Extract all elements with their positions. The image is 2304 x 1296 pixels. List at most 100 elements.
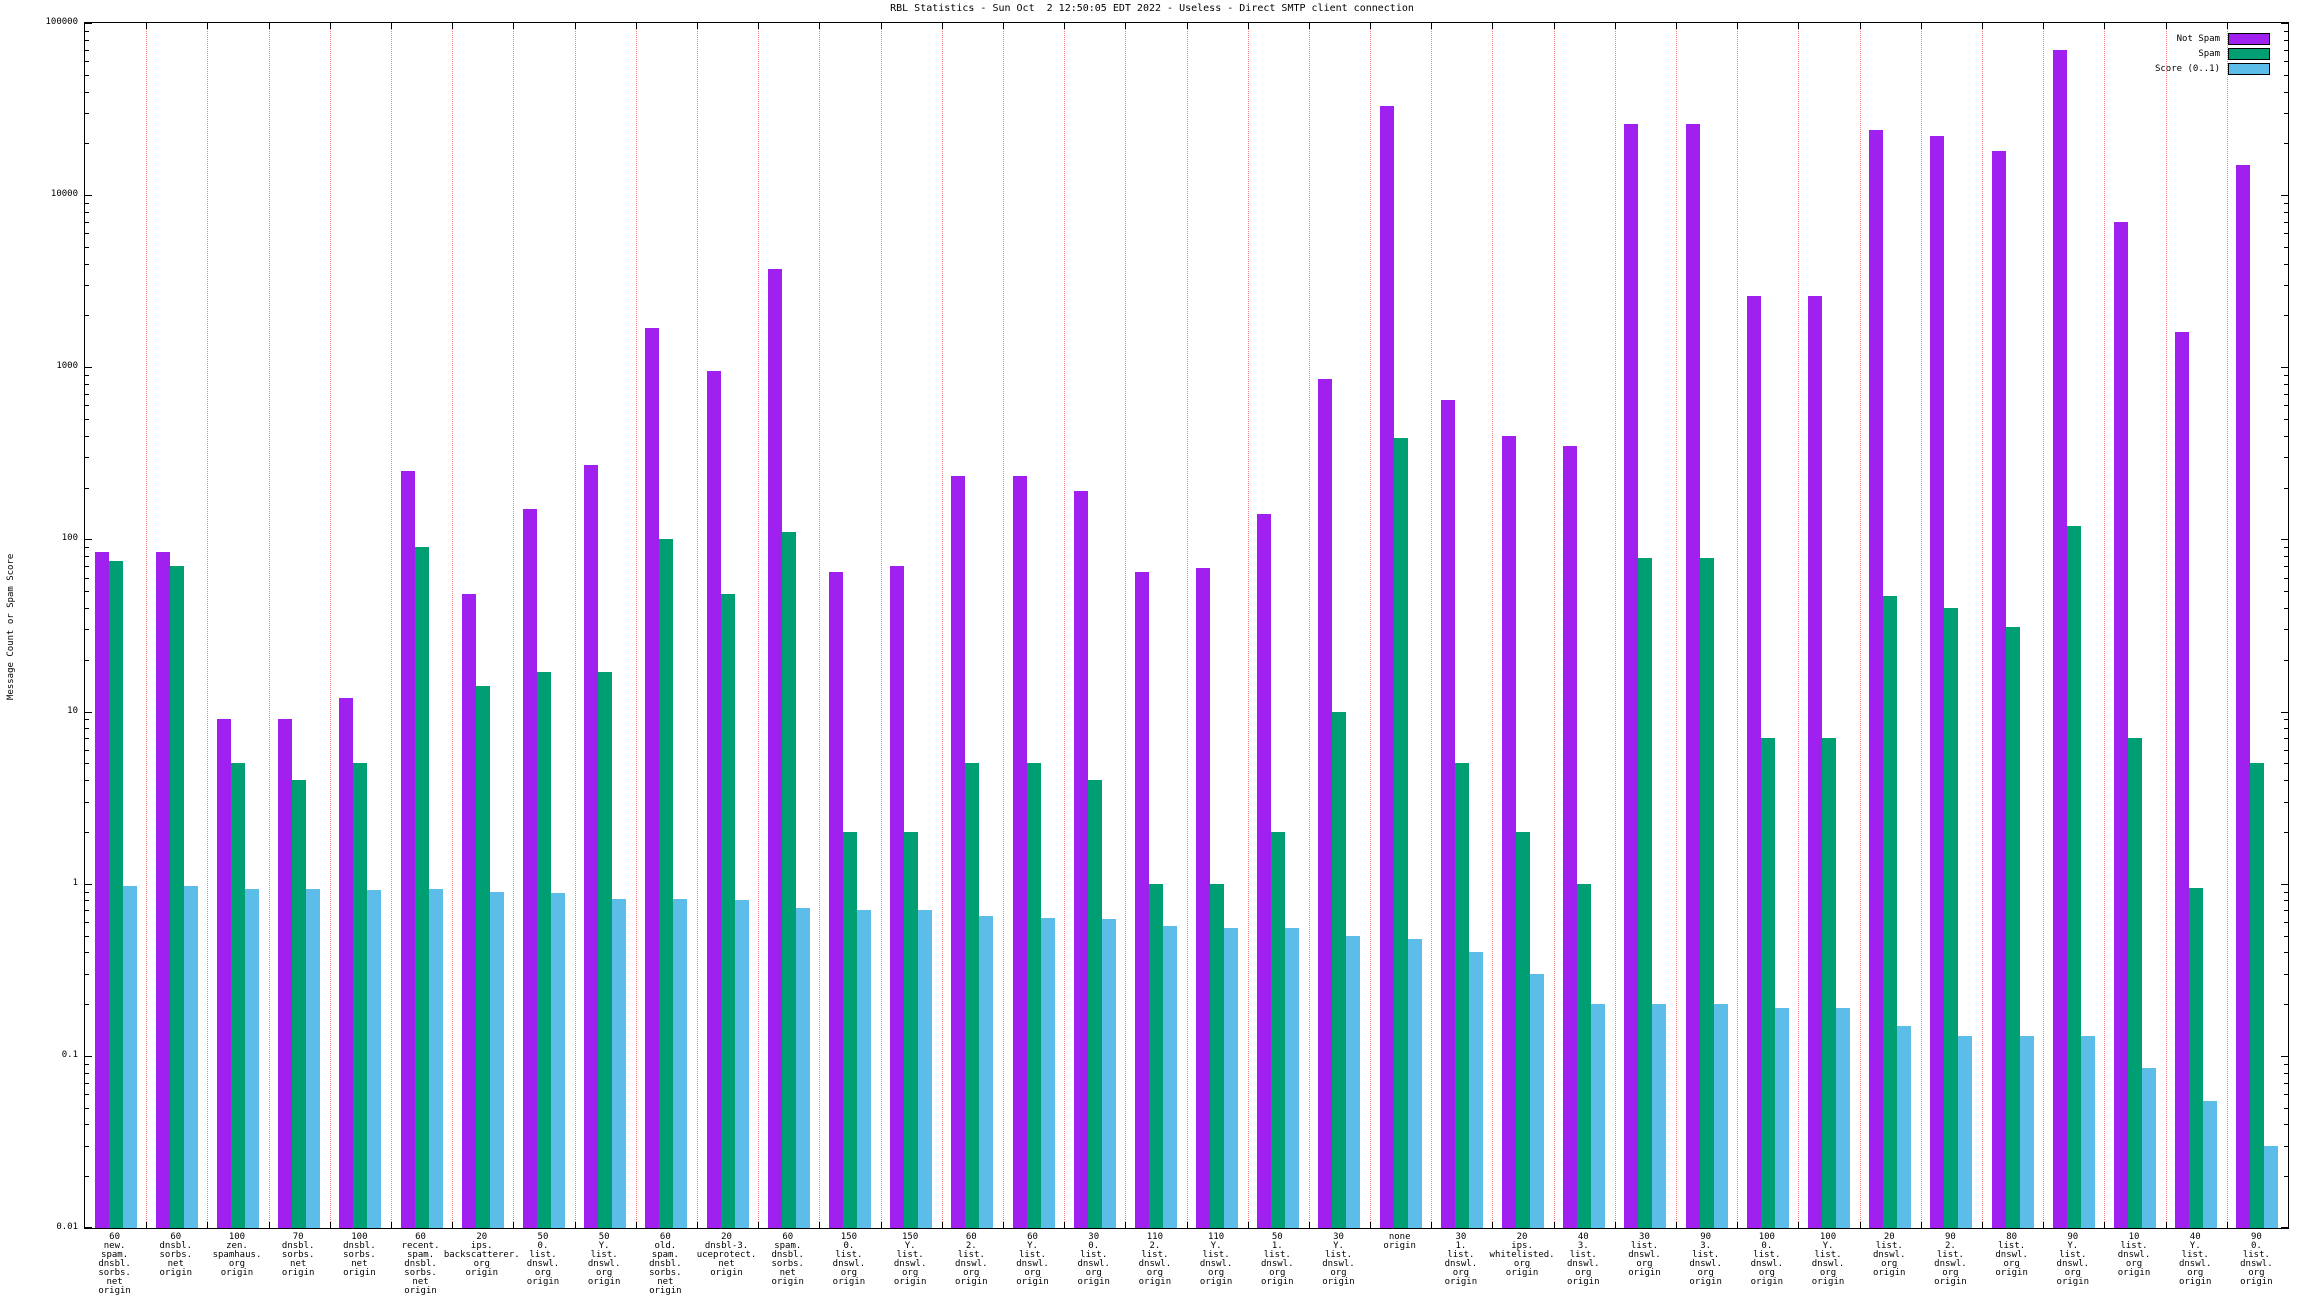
bar-score-0-1	[1713, 1004, 1728, 1228]
y-minor-tick-mark	[85, 203, 89, 205]
y-tick-mark	[2281, 711, 2288, 713]
y-minor-tick-mark	[85, 566, 89, 568]
y-minor-tick-mark	[85, 547, 89, 549]
bar-score-0-1	[1468, 952, 1483, 1228]
y-minor-tick-mark	[85, 1072, 89, 1074]
y-minor-tick-mark	[2284, 1082, 2288, 1084]
bar-not-spam	[645, 327, 660, 1228]
x-tick-mark-bottom	[1370, 1222, 1372, 1228]
y-tick-mark	[85, 367, 92, 369]
y-minor-tick-mark	[2284, 910, 2288, 912]
x-tick-mark-top	[2165, 23, 2167, 29]
vertical-gridline	[2043, 23, 2045, 1228]
vertical-gridline	[1920, 23, 1922, 1228]
bar-score-0-1	[2080, 1036, 2095, 1228]
bar-not-spam	[1318, 379, 1333, 1228]
x-tick-mark-bottom	[207, 1222, 209, 1228]
legend: Not Spam Spam Score (0..1)	[2155, 31, 2270, 76]
bar-score-0-1	[1836, 1007, 1851, 1228]
x-tick-mark-bottom	[1492, 1222, 1494, 1228]
bar-spam	[1883, 595, 1898, 1228]
y-minor-tick-mark	[85, 973, 89, 975]
bar-not-spam	[1685, 123, 1700, 1228]
y-minor-tick-mark	[2284, 91, 2288, 93]
y-minor-tick-mark	[2284, 831, 2288, 833]
vertical-gridline	[2104, 23, 2106, 1228]
x-tick-mark-top	[941, 23, 943, 29]
bar-score-0-1	[1652, 1004, 1667, 1228]
bar-not-spam	[828, 571, 843, 1228]
y-minor-tick-mark	[2284, 738, 2288, 740]
bar-score-0-1	[1224, 928, 1239, 1228]
x-tick-mark-top	[2104, 23, 2106, 29]
vertical-gridline	[1186, 23, 1188, 1228]
bar-score-0-1	[612, 898, 627, 1228]
y-minor-tick-mark	[2284, 1072, 2288, 1074]
y-minor-tick-mark	[85, 900, 89, 902]
bar-spam	[659, 539, 674, 1228]
bar-not-spam	[522, 509, 537, 1228]
bar-score-0-1	[1591, 1004, 1606, 1228]
x-tick-label: 60 recent. spam. dnsbl. sorbs. net origin	[401, 1232, 440, 1296]
vertical-gridline	[2226, 23, 2228, 1228]
y-minor-tick-mark	[85, 1145, 89, 1147]
y-minor-tick-mark	[85, 1063, 89, 1065]
x-tick-mark-bottom	[268, 1222, 270, 1228]
y-minor-tick-mark	[2284, 39, 2288, 41]
bar-spam	[842, 831, 857, 1228]
y-minor-tick-mark	[85, 419, 89, 421]
bar-score-0-1	[2142, 1068, 2156, 1228]
x-tick-mark-bottom	[880, 1222, 882, 1228]
y-tick-mark	[2281, 23, 2288, 24]
bar-not-spam	[2052, 49, 2067, 1228]
y-minor-tick-mark	[2284, 591, 2288, 593]
bar-spam	[536, 671, 551, 1228]
x-tick-mark-bottom	[574, 1222, 576, 1228]
vertical-gridline	[452, 23, 454, 1228]
y-minor-tick-mark	[2284, 952, 2288, 954]
y-minor-tick-mark	[85, 952, 89, 954]
bar-spam	[720, 594, 735, 1228]
y-minor-tick-mark	[2284, 556, 2288, 558]
bar-score-0-1	[2019, 1036, 2034, 1228]
y-minor-tick-mark	[85, 891, 89, 893]
x-tick-label: 70 dnsbl. sorbs. net origin	[281, 1232, 315, 1278]
bar-not-spam	[1991, 151, 2006, 1228]
bar-not-spam	[1502, 435, 1517, 1228]
x-tick-mark-top	[1064, 23, 1066, 29]
y-minor-tick-mark	[85, 607, 89, 609]
y-minor-tick-mark	[2284, 113, 2288, 114]
legend-label-not-spam: Not Spam	[2176, 33, 2220, 44]
bar-not-spam	[1379, 105, 1394, 1228]
vertical-gridline	[390, 23, 392, 1228]
y-minor-tick-mark	[2284, 973, 2288, 975]
y-tick-label: 10000	[50, 189, 78, 200]
y-minor-tick-mark	[85, 113, 89, 114]
bar-score-0-1	[1285, 928, 1300, 1228]
x-tick-label: 30 1. list. dnswl. org origin	[1444, 1232, 1478, 1287]
bar-spam	[1026, 763, 1041, 1228]
y-axis-label: Message Count or Spam Score	[6, 553, 16, 700]
x-tick-mark-bottom	[941, 1222, 943, 1228]
y-minor-tick-mark	[2284, 728, 2288, 730]
vertical-gridline	[941, 23, 943, 1228]
bar-spam	[1638, 558, 1653, 1228]
vertical-gridline	[207, 23, 209, 1228]
y-minor-tick-mark	[2284, 629, 2288, 631]
bar-score-0-1	[1897, 1025, 1912, 1228]
y-minor-tick-mark	[85, 457, 89, 459]
x-tick-mark-top	[1920, 23, 1922, 29]
y-minor-tick-mark	[85, 1004, 89, 1006]
x-tick-mark-bottom	[696, 1222, 698, 1228]
x-tick-label: 90 Y. list. dnswl. org origin	[2056, 1232, 2090, 1287]
y-tick-mark	[2281, 367, 2288, 369]
x-tick-label: 150 0. list. dnswl. org origin	[832, 1232, 866, 1287]
x-tick-mark-top	[1370, 23, 1372, 29]
vertical-gridline	[1614, 23, 1616, 1228]
y-minor-tick-mark	[2284, 143, 2288, 145]
y-minor-tick-mark	[85, 61, 89, 63]
bar-spam	[169, 566, 184, 1228]
bar-spam	[2250, 763, 2265, 1228]
bar-spam	[108, 560, 123, 1228]
vertical-gridline	[635, 23, 637, 1228]
